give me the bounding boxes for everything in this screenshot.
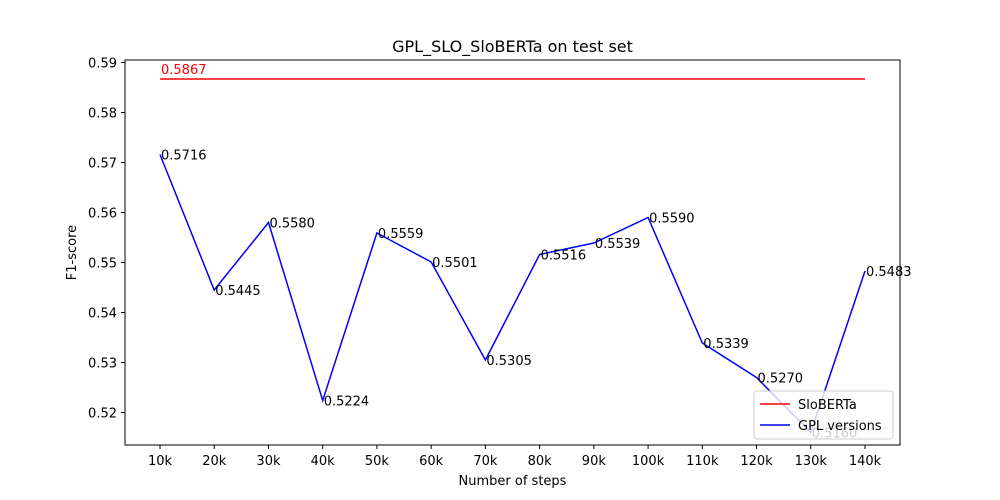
data-label: 0.5501 (432, 256, 478, 271)
x-tick-label: 120k (740, 454, 773, 469)
data-label: 0.5483 (866, 265, 912, 280)
data-label: 0.5590 (649, 212, 695, 227)
x-tick-label: 50k (365, 454, 390, 469)
x-tick-label: 80k (528, 454, 553, 469)
x-tick-label: 130k (795, 454, 828, 469)
y-tick-label: 0.54 (88, 307, 117, 322)
x-axis-label: Number of steps (459, 474, 567, 489)
x-tick-label: 60k (419, 454, 444, 469)
y-axis: 0.52 0.53 0.54 0.55 0.56 0.57 0.58 0.59 (88, 57, 125, 422)
x-tick-label: 140k (849, 454, 882, 469)
plot-area (124, 59, 901, 446)
x-tick-label: 110k (686, 454, 719, 469)
series-line-gpl-versions (159, 154, 866, 434)
plot-frame (124, 59, 901, 446)
legend-label-sloberta: SloBERTa (798, 398, 857, 413)
y-tick-label: 0.58 (88, 107, 117, 122)
data-label: 0.5559 (378, 227, 424, 242)
legend: SloBERTa GPL versions (753, 390, 894, 440)
x-tick-label: 100k (632, 454, 665, 469)
y-tick-label: 0.55 (88, 257, 117, 272)
data-label: 0.5445 (215, 284, 261, 299)
chart-title: GPL_SLO_SloBERTa on test set (392, 37, 633, 57)
x-tick-label: 90k (582, 454, 607, 469)
series-lines (159, 78, 866, 434)
data-label: 0.5716 (161, 149, 207, 164)
data-label: 0.5339 (703, 337, 749, 352)
legend-box (753, 390, 894, 440)
data-label: 0.5539 (595, 237, 641, 252)
x-tick-label: 30k (256, 454, 281, 469)
data-label: 0.5580 (269, 217, 315, 232)
data-label: 0.5867 (161, 63, 207, 78)
x-tick-label: 40k (311, 454, 336, 469)
y-axis-label: F1-score (65, 225, 80, 280)
y-tick-label: 0.57 (88, 157, 117, 172)
data-label: 0.5270 (758, 372, 804, 387)
y-tick-label: 0.53 (88, 357, 117, 372)
y-tick-label: 0.52 (88, 407, 117, 422)
data-label: 0.5224 (324, 395, 370, 410)
y-tick-label: 0.56 (88, 207, 117, 222)
y-tick-label: 0.59 (88, 57, 117, 72)
data-label: 0.5516 (541, 249, 587, 264)
x-tick-label: 70k (473, 454, 498, 469)
x-axis: 10k 20k 30k 40k 50k 60k 70k 80k 90k 100k 110k 120k 1… (148, 445, 882, 469)
data-label: 0.5305 (486, 354, 532, 369)
x-tick-label: 20k (202, 454, 227, 469)
data-labels: 0.5867 0.5716 0.5445 0.5580 0.5224 0.5559 0.55… (161, 63, 912, 442)
legend-label-gpl-versions: GPL versions (798, 419, 882, 434)
x-tick-label: 10k (148, 454, 173, 469)
